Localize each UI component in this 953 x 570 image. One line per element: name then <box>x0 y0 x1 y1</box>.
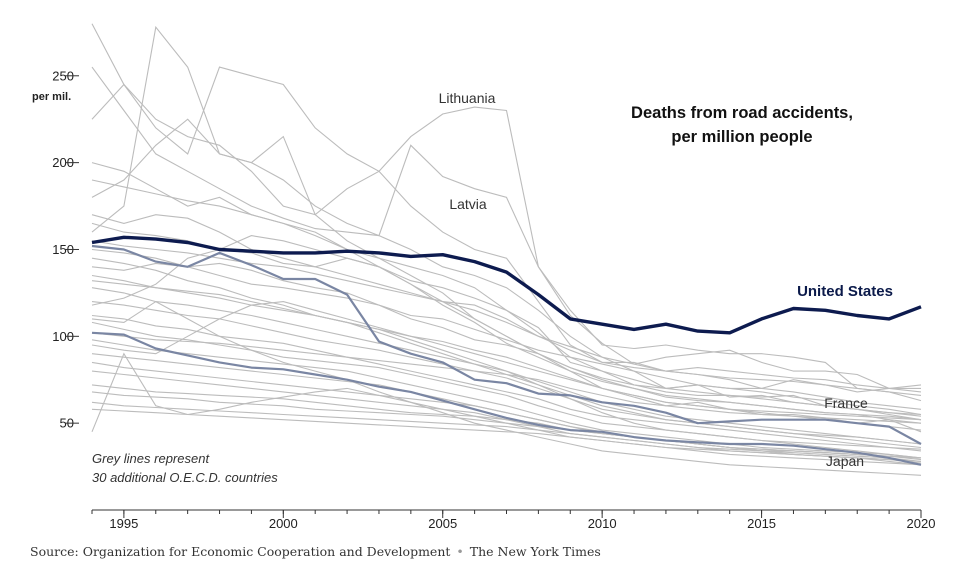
x-tick-label-1995: 1995 <box>109 516 138 531</box>
chart-title-line-2: per million people <box>671 128 812 146</box>
grey-series-line-grey-20 <box>91 384 922 459</box>
source-publisher: The New York Times <box>469 544 601 559</box>
grey-series-line-grey-28 <box>91 352 922 466</box>
note-line-1: Grey lines represent <box>92 451 210 466</box>
series-line-united-states <box>91 235 922 335</box>
y-unit-label: per mil. <box>32 91 71 103</box>
grey-series-line-grey-32 <box>91 300 922 476</box>
grey-series-line-latvia <box>91 66 922 389</box>
x-tick-label-2020: 2020 <box>907 516 936 531</box>
annotation-lithuania: Lithuania <box>439 90 496 106</box>
grey-series-line-grey-15 <box>91 321 922 459</box>
annotation-united-states: United States <box>797 283 893 300</box>
grey-series-line-grey-17 <box>91 353 922 461</box>
grey-series-group <box>91 23 922 476</box>
annotation-japan: Japan <box>826 453 864 469</box>
grey-series-line-grey-26 <box>91 332 922 424</box>
y-tick-label-100: 100 <box>52 329 74 344</box>
grey-series-line-grey-23 <box>91 408 922 464</box>
source-separator: • <box>456 544 464 559</box>
grey-series-line-grey-7 <box>91 214 922 416</box>
grey-series-line-lithuania <box>91 23 922 402</box>
grey-series-line-grey-30 <box>91 301 922 421</box>
y-tick-label-250: 250 <box>52 68 74 83</box>
highlighted-series-group <box>91 235 922 466</box>
note-line-2: 30 additional O.E.C.D. countries <box>92 470 278 485</box>
annotation-latvia: Latvia <box>449 196 487 212</box>
y-tick-label-200: 200 <box>52 155 74 170</box>
series-line-japan <box>91 331 922 466</box>
grey-series-line-grey-27 <box>91 280 922 450</box>
grey-series-line-grey-14 <box>91 314 922 452</box>
grey-series-line-grey-4 <box>91 66 922 393</box>
grey-series-line-grey-16 <box>91 339 922 459</box>
annotation-france: France <box>824 395 868 411</box>
series-line-france <box>91 244 922 445</box>
grey-series-line-grey-25 <box>91 240 922 396</box>
grey-series-line-grey-5 <box>91 118 922 421</box>
grey-series-line-grey-18 <box>91 361 922 459</box>
chart-title-line-1: Deaths from road accidents, <box>631 104 853 122</box>
grey-series-line-grey-29 <box>91 235 922 421</box>
x-tick-label-2005: 2005 <box>428 516 457 531</box>
source-text: Source: Organization for Economic Cooper… <box>30 544 451 559</box>
grey-series-line-grey-11 <box>91 274 922 431</box>
grey-series-line-grey-31 <box>91 179 922 417</box>
y-tick-label-150: 150 <box>52 242 74 257</box>
grey-series-line-grey-10 <box>91 248 922 410</box>
x-tick-label-2010: 2010 <box>588 516 617 531</box>
x-tick-label-2000: 2000 <box>269 516 298 531</box>
x-tick-label-2015: 2015 <box>747 516 776 531</box>
source-line: Source: Organization for Economic Cooper… <box>30 544 601 559</box>
